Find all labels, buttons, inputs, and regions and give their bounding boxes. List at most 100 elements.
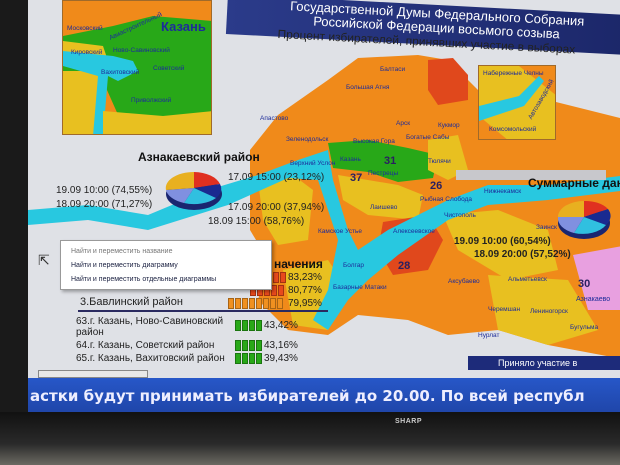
- map-label: Чистополь: [444, 212, 476, 219]
- map-label: Высокая Гора: [353, 138, 395, 145]
- pie-left-label: 18.09 20:00 (71,27%): [56, 199, 153, 210]
- context-menu: Найти и переместить название Найти и пер…: [60, 240, 272, 290]
- ranking-name: 3.Бавлинский район: [80, 296, 183, 308]
- map-label: Рыбная Слобода: [420, 196, 473, 203]
- map-label: Черемшан: [488, 306, 521, 313]
- inset-label: Вахитовский: [101, 69, 140, 76]
- ranking-value: 39,43%: [264, 353, 298, 364]
- pie-slice: [194, 184, 222, 198]
- map-label: Болгар: [343, 262, 364, 269]
- map-label: Нижнекамск: [484, 188, 522, 195]
- bar-top-3: [228, 298, 283, 309]
- pie-summary-title: Суммарные данные: [528, 176, 620, 190]
- inset-label: Московский: [67, 25, 103, 32]
- map-label: Зеленодольск: [286, 136, 329, 143]
- map-label: Альметьевск: [508, 276, 547, 283]
- pie-left-title: Азнакаевский район: [138, 150, 260, 164]
- inset-kazan-map: Московский Авиастроительный Кировский Но…: [62, 0, 212, 135]
- pie-slice: [557, 217, 584, 233]
- bar-bottom-1: [235, 320, 262, 331]
- inset-city-name: Казань: [161, 19, 206, 34]
- pie-slice: [194, 172, 220, 188]
- pie-left-label: 19.09 10:00 (74,55%): [56, 185, 153, 196]
- region-number: 28: [398, 260, 411, 272]
- region-red-north: [428, 58, 468, 105]
- ranking-value: 80,77%: [288, 285, 322, 296]
- ranking-value: 79,95%: [288, 298, 322, 309]
- ranking-value: 83,23%: [288, 272, 322, 283]
- mouse-cursor-icon: ⇱: [38, 252, 50, 268]
- region-green-kazan: [328, 140, 438, 182]
- map-label: Балтаси: [380, 66, 406, 73]
- inset-label: Кировский: [71, 49, 103, 56]
- pie-slice: [166, 188, 194, 203]
- inset-label: Ново-Савиновский: [113, 47, 170, 54]
- region-number: 31: [384, 155, 397, 167]
- map-label: Базарные Матаки: [333, 284, 387, 291]
- ranking-name: 63.г. Казань, Ново-Савиновский район: [76, 316, 224, 338]
- map-label: Тюлячи: [428, 158, 451, 165]
- tv-bezel: [0, 412, 620, 465]
- taskbar-buttons[interactable]: [38, 370, 148, 378]
- tv-screen: Государственной Думы Федерального Собран…: [28, 0, 620, 415]
- pie-summary-label: 18.09 20:00 (57,52%): [474, 249, 571, 260]
- ranking-value: 43,42%: [264, 320, 298, 331]
- pie-slice: [584, 209, 611, 225]
- pie-slice: [558, 201, 584, 217]
- pie-left-label: 17.09 20:00 (37,94%): [228, 202, 325, 213]
- inset-label: Комсомольский: [489, 126, 537, 133]
- inset-kazan-shapes: [63, 16, 211, 134]
- map-label: Аксубаево: [448, 278, 480, 285]
- map-label: Апастово: [260, 115, 289, 122]
- pie-left-label: 17.09 15:00 (23,12%): [228, 172, 325, 183]
- pie-summary-chart: [557, 200, 611, 239]
- pie-left-chart: [165, 171, 222, 210]
- map-label: Заинск: [536, 224, 557, 231]
- region-number: 26: [430, 180, 443, 192]
- map-label: Казань: [340, 156, 361, 163]
- pie-summary-label: 19.09 10:00 (60,54%): [454, 236, 551, 247]
- inset-label: Приволжский: [131, 97, 172, 104]
- news-ticker: астки будут принимать избирателей до 20.…: [28, 378, 620, 414]
- menu-item-move-name[interactable]: Найти и переместить название: [71, 248, 173, 255]
- pie-slice: [165, 171, 194, 190]
- region-yellow-west: [258, 175, 313, 245]
- menu-item-move-separate-diagrams[interactable]: Найти и переместить отдельные диаграммы: [71, 276, 217, 283]
- map-label: Лаишево: [370, 204, 398, 211]
- map-label: Камское Устье: [318, 228, 362, 235]
- inset-label: Советский: [153, 65, 185, 72]
- map-label: Алексеевское: [393, 228, 435, 235]
- region-number: 30: [578, 278, 591, 290]
- bar-bottom-3: [235, 353, 262, 364]
- map-label: Верхний Услон: [290, 160, 336, 167]
- map-label: Нурлат: [478, 332, 500, 339]
- menu-item-move-diagram[interactable]: Найти и переместить диаграмму: [71, 262, 178, 269]
- river-volga: [28, 150, 620, 330]
- inset-label: Набережные Челны: [483, 70, 544, 77]
- summary-bar: [456, 170, 606, 180]
- map-label: Лениногорск: [530, 308, 568, 315]
- ranking-name: 64.г. Казань, Советский район: [76, 340, 215, 351]
- ranking-header: начения: [274, 257, 323, 271]
- map-label: Богатые Сабы: [406, 134, 450, 141]
- map-label: Бугульма: [570, 324, 599, 331]
- ranking-name: 65.г. Казань, Вахитовский район: [76, 353, 225, 364]
- bar-bottom-2: [235, 340, 262, 351]
- inset-chelny-shapes: [479, 66, 555, 139]
- map-label: Кукмор: [438, 122, 460, 129]
- pie-slice: [584, 200, 608, 217]
- legend-bar: Приняло участие в: [468, 356, 620, 370]
- inset-chelny-map: Набережные Челны Автозаводский Комсомоль…: [478, 65, 556, 140]
- map-label: Арск: [396, 120, 411, 127]
- pie-slice: [184, 188, 216, 205]
- pie-left-label: 18.09 15:00 (58,76%): [208, 216, 305, 227]
- map-label: Большая Атня: [346, 84, 390, 91]
- tv-brand-logo: SHARP: [395, 418, 423, 425]
- region-yellow-south: [488, 275, 598, 345]
- region-yellow-east: [443, 210, 558, 280]
- map-label: Азнакаево: [576, 296, 611, 303]
- map-label: Пестрецы: [368, 170, 399, 177]
- region-yellow-center: [338, 175, 423, 220]
- ranking-divider: [78, 310, 328, 312]
- region-yellow-tyulyachi: [428, 135, 468, 180]
